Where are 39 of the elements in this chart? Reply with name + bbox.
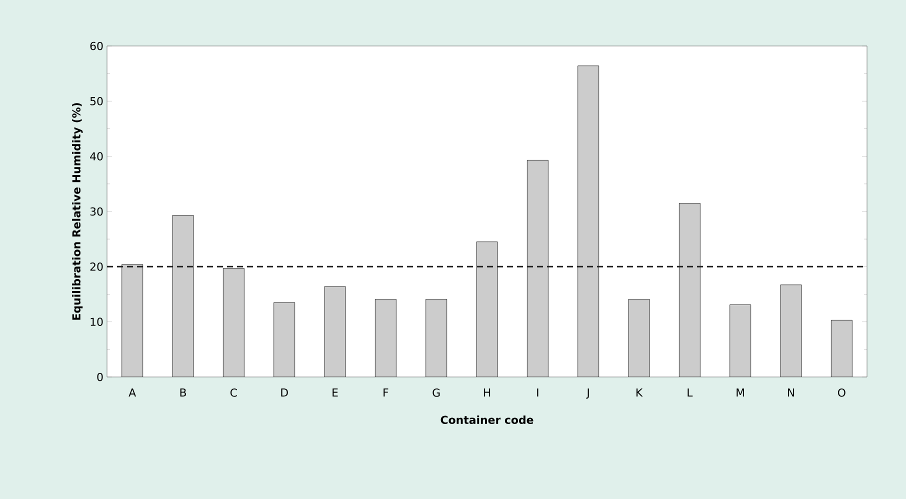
x-tick-label: G xyxy=(432,388,440,397)
x-tick-label: E xyxy=(332,388,338,396)
y-tick-label: 40 xyxy=(90,152,103,160)
bar xyxy=(374,299,396,377)
y-tick-label: 30 xyxy=(90,207,103,216)
x-tick-label: L xyxy=(688,388,693,396)
bar xyxy=(526,160,548,377)
y-tick-label: 60 xyxy=(90,42,103,50)
x-tick-label: D xyxy=(281,388,288,396)
bar xyxy=(730,304,752,377)
x-tick-label: M xyxy=(736,388,744,396)
x-tick-label: J xyxy=(586,388,589,399)
y-tick-label: 20 xyxy=(90,262,103,271)
bar xyxy=(628,299,650,377)
x-axis-title: Container code xyxy=(440,416,534,424)
x-tick-label: C xyxy=(230,388,237,397)
y-tick-label: 0 xyxy=(97,372,103,382)
bar xyxy=(222,268,244,377)
bar xyxy=(780,284,802,377)
bar xyxy=(830,320,852,377)
bar xyxy=(324,286,346,377)
x-tick-label: N xyxy=(788,388,794,396)
x-tick-label: A xyxy=(128,388,136,396)
x-tick-label: I xyxy=(537,388,538,396)
x-tick-label: B xyxy=(180,388,186,396)
x-tick-label: H xyxy=(484,388,490,396)
y-tick-label: 10 xyxy=(90,318,103,326)
y-axis-title: Equilibration Relative Humidity (%) xyxy=(72,103,83,320)
x-tick-label: K xyxy=(636,388,643,396)
bar xyxy=(172,215,194,377)
bar xyxy=(426,299,448,377)
bar xyxy=(476,242,498,377)
y-tick-label: 50 xyxy=(90,97,103,106)
x-tick-label: F xyxy=(384,388,388,396)
bar xyxy=(274,302,296,377)
bar xyxy=(678,203,700,377)
bar xyxy=(578,66,600,377)
x-tick-label: O xyxy=(838,388,846,397)
bar xyxy=(122,264,144,377)
